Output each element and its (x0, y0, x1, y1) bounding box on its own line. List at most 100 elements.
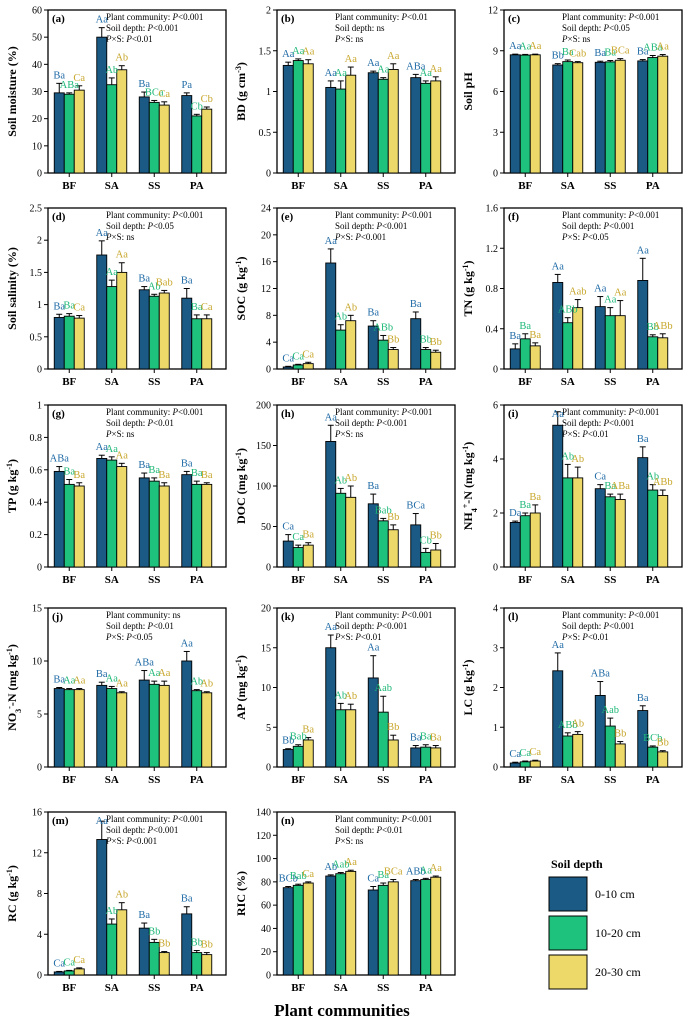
significance-letter: BCa (611, 46, 630, 57)
bar (604, 315, 616, 370)
significance-letter: Bb (430, 337, 442, 348)
significance-letter: Bab (375, 505, 392, 516)
significance-letter: Aa (614, 288, 627, 299)
bar (325, 875, 337, 976)
significance-letter: Aa (148, 668, 161, 679)
y-tick-label: 0 (493, 365, 498, 376)
significance-letter: Aa (96, 228, 109, 239)
stat-annotation: Plant community: ns (106, 610, 181, 620)
bar (106, 688, 118, 768)
significance-letter: Ba (96, 669, 108, 680)
panel-label: (d) (52, 211, 66, 223)
significance-letter: Ba (138, 274, 150, 285)
bar (138, 96, 150, 174)
significance-letter: Bab (290, 871, 307, 882)
bar (73, 89, 85, 174)
significance-letter: Ab (571, 454, 584, 465)
significance-letter: Ab (334, 690, 347, 701)
bar (106, 286, 118, 370)
bar (191, 318, 203, 370)
bar (325, 647, 337, 768)
bar (96, 684, 108, 768)
significance-letter: Ab (344, 691, 357, 702)
bar (562, 735, 574, 768)
bar (420, 349, 432, 370)
chart-panel-m: 0 4 8 12 16 RC (g kg-1) (m) Plant community: P<… (5, 808, 227, 994)
stat-annotation: Plant community: P<0.001 (106, 210, 203, 220)
y-tick-label: 20 (32, 114, 42, 125)
chart-panel-b: 0 0.5 1 1.5 2 BD (g cm-3) (b) Plant community: … (234, 6, 456, 192)
bar (191, 690, 203, 768)
bar (572, 733, 584, 768)
significance-letter: ABb (558, 305, 578, 316)
stat-annotation: Soil depth: P<0.05 (562, 23, 630, 33)
bar (201, 483, 213, 568)
significance-letter: Aa (519, 41, 532, 52)
x-tick-label: SA (334, 774, 348, 786)
x-tick-label: PA (190, 774, 204, 786)
legend-swatch-20-30 (548, 954, 588, 990)
y-tick-label: 2 (266, 6, 271, 17)
y-axis-label: DOC (mg kg-1) (234, 448, 249, 524)
bar (420, 82, 432, 174)
chart-panel-d: 0 0.5 1 1.5 2 2.5 Soil salinity (%) (d) Plant co… (5, 204, 227, 388)
bar (282, 749, 294, 768)
bar (292, 547, 304, 568)
y-tick-label: 6 (493, 401, 498, 412)
plot-frame (47, 207, 227, 370)
bar (614, 315, 626, 370)
y-tick-label: 0 (493, 169, 498, 180)
significance-letter: Ba (181, 894, 193, 905)
bar (73, 689, 85, 768)
significance-letter: Ca (292, 532, 304, 543)
y-tick-label: 3 (493, 128, 498, 139)
significance-letter: Ba (201, 470, 213, 481)
y-tick-label: 1 (266, 87, 271, 98)
bar (604, 496, 616, 568)
significance-letter: Bb (552, 51, 564, 62)
x-tick-label: PA (190, 574, 204, 586)
significance-letter: Ba (410, 299, 422, 310)
stat-annotation: Soil depth: P<0.001 (335, 221, 407, 231)
panel-label: (h) (281, 408, 295, 420)
significance-letter: Ba (138, 460, 150, 471)
bar (106, 923, 118, 976)
y-tick-label: 100 (256, 482, 271, 493)
x-tick-label: SA (334, 982, 348, 994)
stat-annotation: P×S: P<0.01 (561, 429, 609, 439)
significance-letter: Aa (325, 68, 338, 79)
y-tick-label: 0 (37, 169, 42, 180)
significance-letter: Aa (430, 863, 443, 874)
y-tick-label: 0.6 (30, 465, 43, 476)
bar (562, 61, 574, 174)
x-tick-label: BF (62, 376, 76, 388)
significance-letter: Aa (367, 643, 380, 654)
legend-label-20-30: 20-30 cm (595, 965, 641, 979)
x-tick-label: PA (419, 774, 433, 786)
significance-letter: Bb (430, 531, 442, 542)
significance-letter: Ca (367, 874, 379, 885)
x-tick-label: SA (105, 574, 119, 586)
x-tick-label: BF (291, 376, 305, 388)
significance-letter: Bb (387, 722, 399, 733)
stat-annotation: Plant community: P<0.001 (106, 814, 203, 824)
stat-annotation: P×S: P<0.01 (561, 632, 609, 642)
x-tick-label: SS (377, 376, 389, 388)
y-tick-label: 20 (261, 947, 271, 958)
y-tick-label: 50 (261, 522, 271, 533)
bar (53, 971, 65, 976)
significance-letter: Cb (201, 94, 213, 105)
y-tick-label: 3 (493, 643, 498, 654)
significance-letter: Ba (562, 47, 574, 58)
x-tick-label: BF (62, 574, 76, 586)
stat-annotation: Plant community: P<0.001 (562, 210, 659, 220)
significance-letter: ABb (406, 867, 426, 878)
significance-letter: Pa (182, 80, 193, 91)
significance-letter: Ab (334, 312, 347, 323)
significance-letter: Aa (63, 676, 76, 687)
bar (572, 477, 584, 568)
x-tick-label: SS (604, 376, 616, 388)
x-tick-label: PA (646, 774, 660, 786)
y-tick-label: 4 (266, 338, 271, 349)
significance-letter: Aa (552, 409, 565, 420)
